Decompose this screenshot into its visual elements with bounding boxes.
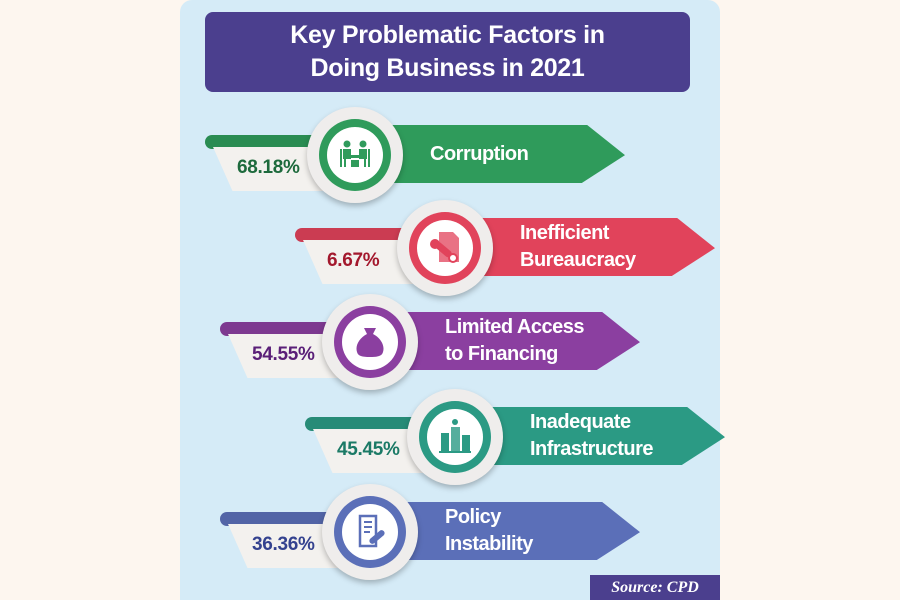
factor-label-line-2: Bureaucracy <box>520 249 636 271</box>
percentage-value: 54.55% <box>252 344 315 365</box>
factor-label-line-1: Inadequate <box>530 411 631 433</box>
factor-row: 54.55% Limited Access to Financing <box>220 292 650 392</box>
factor-label: Inefficient Bureaucracy <box>520 218 636 276</box>
buildings-icon <box>439 419 471 453</box>
percentage-value: 36.36% <box>252 534 315 555</box>
money-bag-icon <box>356 328 384 357</box>
factor-label-line-1: Limited Access <box>445 316 585 338</box>
factor-label-line-1: Policy <box>445 506 501 528</box>
icon-badge <box>322 294 418 390</box>
infographic-panel <box>180 0 720 600</box>
icon-badge <box>307 107 403 203</box>
factor-label: Inadequate Infrastructure <box>530 407 654 465</box>
factor-row: 68.18% Corruption <box>205 105 635 205</box>
icon-badge <box>322 484 418 580</box>
policy-document-icon <box>358 514 385 548</box>
percentage-value: 45.45% <box>337 439 400 460</box>
meeting-icon <box>340 140 370 167</box>
percentage-value: 6.67% <box>327 250 380 271</box>
factor-label-line-1: Inefficient <box>520 222 609 244</box>
document-stamp-icon <box>430 232 459 263</box>
title-line-2: Doing Business in 2021 <box>310 54 585 82</box>
page-title: Key Problematic Factors in Doing Business… <box>205 12 690 92</box>
factor-label: Policy Instability <box>445 502 533 560</box>
icon-badge <box>397 200 493 296</box>
factor-label: Corruption <box>430 125 529 183</box>
source-label: Source: CPD <box>590 575 720 600</box>
factor-row: 36.36% Policy Instability <box>220 482 650 582</box>
factor-label-line-1: Corruption <box>430 142 529 165</box>
percentage-value: 68.18% <box>237 157 300 178</box>
title-line-1: Key Problematic Factors in <box>290 21 605 49</box>
factor-label-line-2: Infrastructure <box>530 438 654 460</box>
factor-label-line-2: Instability <box>445 533 533 555</box>
icon-badge <box>407 389 503 485</box>
factor-label: Limited Access to Financing <box>445 312 585 370</box>
factor-row: 6.67% Inefficient Bureaucracy <box>295 198 725 298</box>
factor-row: 45.45% Inadequate Infrastructure <box>305 387 735 487</box>
factor-label-line-2: to Financing <box>445 343 558 365</box>
